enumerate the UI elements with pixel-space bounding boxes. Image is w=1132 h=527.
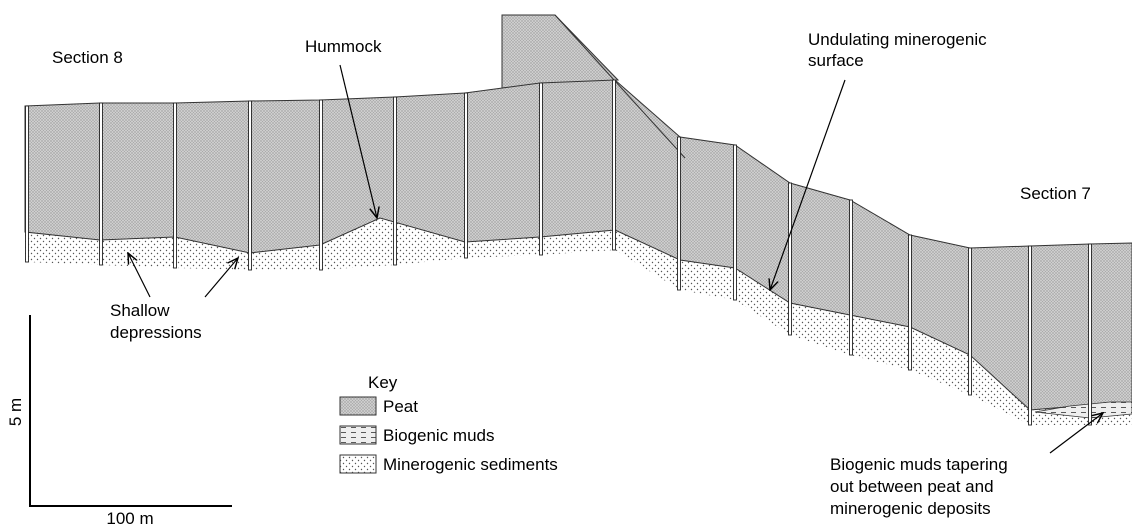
core [850,200,853,355]
core [540,83,543,255]
core [394,97,397,265]
core [969,248,972,395]
annotation-line: surface [808,51,864,70]
core [465,93,468,258]
core [1089,244,1092,425]
annotation: Hummock [305,37,382,56]
core [909,235,912,370]
core [100,103,103,265]
key-title: Key [368,373,398,392]
annotation-line: depressions [110,323,202,342]
annotation-line: Shallow [110,301,170,320]
key-swatch [340,455,376,473]
annotation-line: Undulating minerogenic [808,30,987,49]
annotation-line: minerogenic deposits [830,499,991,518]
core [174,103,177,268]
core [789,183,792,335]
key-label: Minerogenic sediments [383,455,558,474]
core [1029,246,1032,425]
annotation-line: out between peat and [830,477,994,496]
peat-block [502,15,618,88]
cross-section-figure: Section 8 Section 7 Hummock Undulating m… [0,0,1132,527]
core [249,101,252,270]
core [734,145,737,300]
section-label: Section 8 [52,48,123,67]
scale-label: 100 m [106,509,153,527]
section-label: Section 7 [1020,184,1091,203]
core [613,80,616,250]
core [320,100,323,270]
core [678,137,681,290]
core [26,106,29,262]
annotation: Shallow depressions [110,301,202,342]
key-label: Peat [383,397,418,416]
key-label: Biogenic muds [383,426,495,445]
annotation: Undulating minerogenic surface [808,30,987,70]
annotation: Biogenic muds tapering out between peat a… [830,455,1008,518]
annotation-line: Biogenic muds tapering [830,455,1008,474]
key-swatch [340,397,376,415]
key-swatch [340,426,376,444]
scale-label: 5 m [6,398,25,426]
